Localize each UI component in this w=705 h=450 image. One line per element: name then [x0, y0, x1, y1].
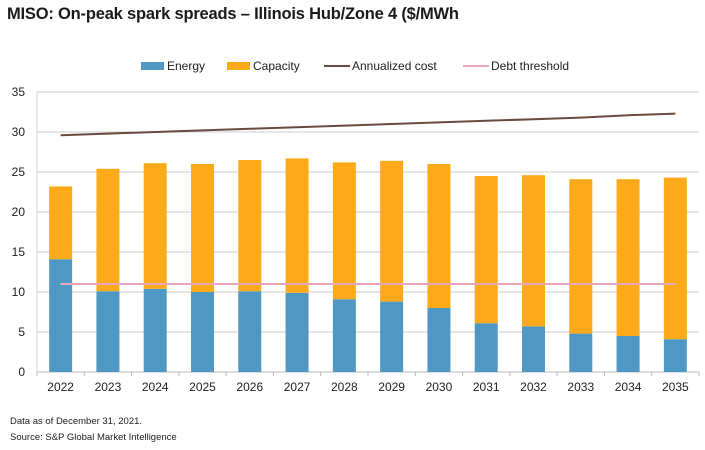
y-tick-label: 0 — [18, 365, 25, 379]
bar-energy-2025 — [191, 292, 214, 372]
bar-energy-2027 — [285, 292, 309, 372]
bar-energy-2035 — [663, 339, 687, 372]
bar-capacity-2030 — [427, 164, 451, 308]
x-tick-label: 2027 — [284, 380, 311, 394]
bar-energy-2030 — [427, 308, 451, 372]
y-tick-label: 5 — [18, 325, 25, 339]
y-tick-label: 15 — [12, 245, 26, 259]
y-tick-label: 25 — [12, 165, 26, 179]
bar-capacity-2023 — [96, 168, 120, 292]
legend-swatch-energy — [141, 62, 164, 70]
bar-energy-2022 — [49, 259, 73, 372]
bar-energy-2034 — [616, 336, 640, 372]
bar-energy-2033 — [569, 333, 593, 372]
legend-label-capacity: Capacity — [253, 59, 300, 73]
legend-item-debt-threshold: Debt threshold — [463, 59, 569, 73]
bar-energy-2029 — [380, 301, 404, 372]
legend-label-annualized-cost: Annualized cost — [352, 59, 437, 73]
x-tick-label: 2028 — [331, 380, 358, 394]
x-tick-label: 2032 — [520, 380, 547, 394]
bar-capacity-2025 — [191, 164, 214, 292]
x-tick-label: 2035 — [662, 380, 689, 394]
bar-energy-2023 — [96, 291, 120, 372]
bar-capacity-2024 — [143, 163, 167, 289]
bar-energy-2026 — [238, 291, 262, 372]
y-tick-label: 30 — [12, 125, 26, 139]
legend-label-energy: Energy — [167, 59, 206, 73]
x-tick-label: 2025 — [189, 380, 216, 394]
y-tick-label: 20 — [12, 205, 26, 219]
x-tick-label: 2030 — [426, 380, 453, 394]
legend-swatch-debt-threshold — [463, 65, 489, 67]
footer-source: Source: S&P Global Market Intelligence — [10, 432, 177, 443]
bar-energy-2028 — [332, 299, 356, 372]
bar-capacity-2028 — [332, 162, 356, 300]
x-tick-label: 2029 — [378, 380, 405, 394]
bar-capacity-2029 — [380, 160, 404, 302]
legend-swatch-annualized-cost — [324, 65, 350, 67]
legend-label-debt-threshold: Debt threshold — [491, 59, 570, 73]
y-tick-label: 10 — [12, 285, 26, 299]
x-tick-label: 2026 — [236, 380, 263, 394]
bar-energy-2032 — [522, 326, 545, 372]
legend-item-capacity: Capacity — [227, 59, 300, 73]
legend-item-annualized-cost: Annualized cost — [324, 59, 437, 73]
bar-capacity-2035 — [663, 177, 687, 340]
bar-capacity-2032 — [522, 175, 545, 327]
x-tick-label: 2022 — [47, 380, 74, 394]
bar-capacity-2022 — [49, 186, 73, 260]
legend: Energy Capacity Annualized cost Debt thr… — [0, 59, 705, 77]
chart-title: MISO: On-peak spark spreads – Illinois H… — [7, 5, 459, 23]
legend-item-energy: Energy — [141, 59, 205, 73]
x-tick-label: 2033 — [567, 380, 594, 394]
bar-capacity-2026 — [238, 160, 262, 292]
y-tick-label: 35 — [12, 85, 26, 99]
bar-energy-2031 — [474, 323, 498, 372]
bar-capacity-2031 — [474, 176, 498, 324]
x-tick-label: 2031 — [473, 380, 500, 394]
x-tick-label: 2023 — [95, 380, 122, 394]
footer-note: Data as of December 31, 2021. — [10, 416, 143, 427]
bar-capacity-2027 — [285, 158, 309, 293]
x-tick-label: 2024 — [142, 380, 169, 394]
bar-capacity-2034 — [616, 179, 640, 336]
legend-swatch-capacity — [227, 62, 250, 70]
bar-energy-2024 — [143, 288, 167, 372]
x-tick-label: 2034 — [615, 380, 642, 394]
line-annualized-cost — [60, 112, 676, 137]
bar-capacity-2033 — [569, 179, 593, 334]
